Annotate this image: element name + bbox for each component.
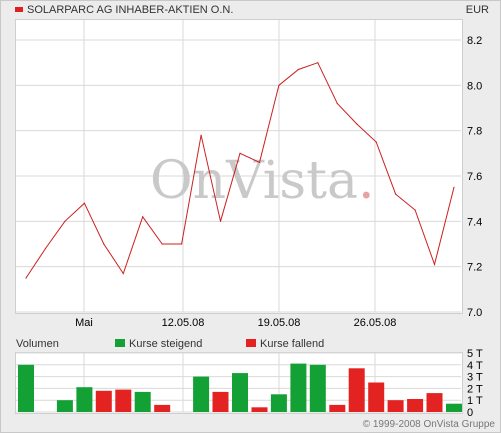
price-point [453, 186, 455, 188]
price-point [278, 84, 280, 86]
volume-label: Volumen [16, 338, 59, 350]
legend-rising-label: Kurse steigend [129, 338, 203, 350]
price-point [239, 152, 241, 154]
grid-layer [16, 20, 461, 413]
price-xtick-label: 12.05.08 [162, 317, 205, 329]
price-xtick-label: Mai [75, 317, 93, 329]
volume-ytick-label: 5 T [467, 348, 483, 360]
price-point [356, 123, 358, 125]
volume-bar [154, 404, 171, 412]
price-point [103, 243, 105, 245]
price-xtick-label: 26.05.08 [354, 317, 397, 329]
volume-bar [368, 382, 385, 412]
price-ytick-label: 8.0 [467, 80, 482, 92]
legend-falling-label: Kurse fallend [260, 338, 325, 350]
legend-falling: Kurse fallend [246, 338, 324, 350]
price-point [219, 220, 222, 222]
legend-falling-swatch [246, 339, 256, 347]
price-plot-area [15, 19, 463, 314]
chart-title-text: SOLARPARC AG INHABER-AKTIEN O.N. [27, 4, 234, 16]
price-ytick-label: 8.2 [467, 35, 482, 47]
volume-bar [329, 404, 346, 412]
volume-ytick-label: 0 [467, 407, 473, 419]
price-ytick-label: 7.8 [467, 126, 482, 138]
chart-title: SOLARPARC AG INHABER-AKTIEN O.N. [15, 4, 233, 16]
watermark-dot: . [358, 151, 375, 211]
price-point [25, 277, 27, 279]
price-point [200, 134, 202, 136]
price-point [122, 272, 124, 275]
price-xtick-label: 19.05.08 [258, 317, 301, 329]
volume-bar [348, 368, 365, 412]
price-ytick-label: 7.0 [467, 307, 482, 319]
legend-rising-swatch [115, 339, 125, 347]
volume-bars [18, 363, 462, 412]
volume-ytick-label: 3 T [467, 372, 483, 384]
volume-ytick-label: 1 T [467, 395, 483, 407]
price-point [161, 243, 163, 245]
watermark-logo: OnVista. [150, 151, 375, 211]
volume-bar [426, 393, 443, 412]
price-ytick-label: 7.6 [467, 171, 482, 183]
copyright-text: © 1999-2008 OnVista Gruppe [362, 419, 495, 430]
price-ytick-label: 7.2 [467, 262, 482, 274]
price-ytick-label: 7.4 [467, 216, 482, 228]
currency-label: EUR [465, 4, 489, 16]
volume-bar [56, 400, 73, 412]
volume-bar [18, 364, 34, 412]
volume-bar [193, 376, 210, 412]
price-point [336, 102, 338, 105]
price-point [142, 216, 144, 218]
series-swatch [15, 7, 23, 12]
watermark-brand: OnVista [150, 151, 358, 211]
price-point [317, 62, 319, 64]
volume-bar [212, 391, 229, 412]
price-point [64, 220, 66, 222]
volume-bar [270, 394, 287, 412]
volume-bar [232, 373, 248, 412]
price-point [83, 202, 85, 204]
volume-bar [309, 364, 326, 412]
volume-bar [387, 400, 404, 412]
price-point [44, 247, 47, 250]
volume-bar [134, 391, 151, 412]
volume-bar [251, 407, 268, 412]
price-point [414, 209, 416, 211]
price-point [395, 193, 397, 195]
volume-bar [76, 387, 93, 412]
price-point [297, 68, 299, 71]
volume-ytick-label: 4 T [467, 360, 483, 372]
price-point [375, 141, 377, 143]
price-line-group [25, 62, 455, 279]
legend-rising: Kurse steigend [115, 338, 202, 350]
volume-bar [95, 390, 112, 412]
axis-labels: 8.2 8.0 7.8 7.6 7.4 7.2 7.0 Mai 12.05.08 19.05.08… [75, 35, 483, 419]
volume-bar [446, 403, 462, 412]
volume-bar [407, 399, 424, 412]
volume-bar [115, 389, 132, 412]
volume-ytick-label: 2 T [467, 383, 483, 395]
price-point [181, 243, 183, 245]
price-point [258, 161, 261, 163]
volume-bar [290, 363, 307, 412]
price-point [433, 263, 436, 265]
